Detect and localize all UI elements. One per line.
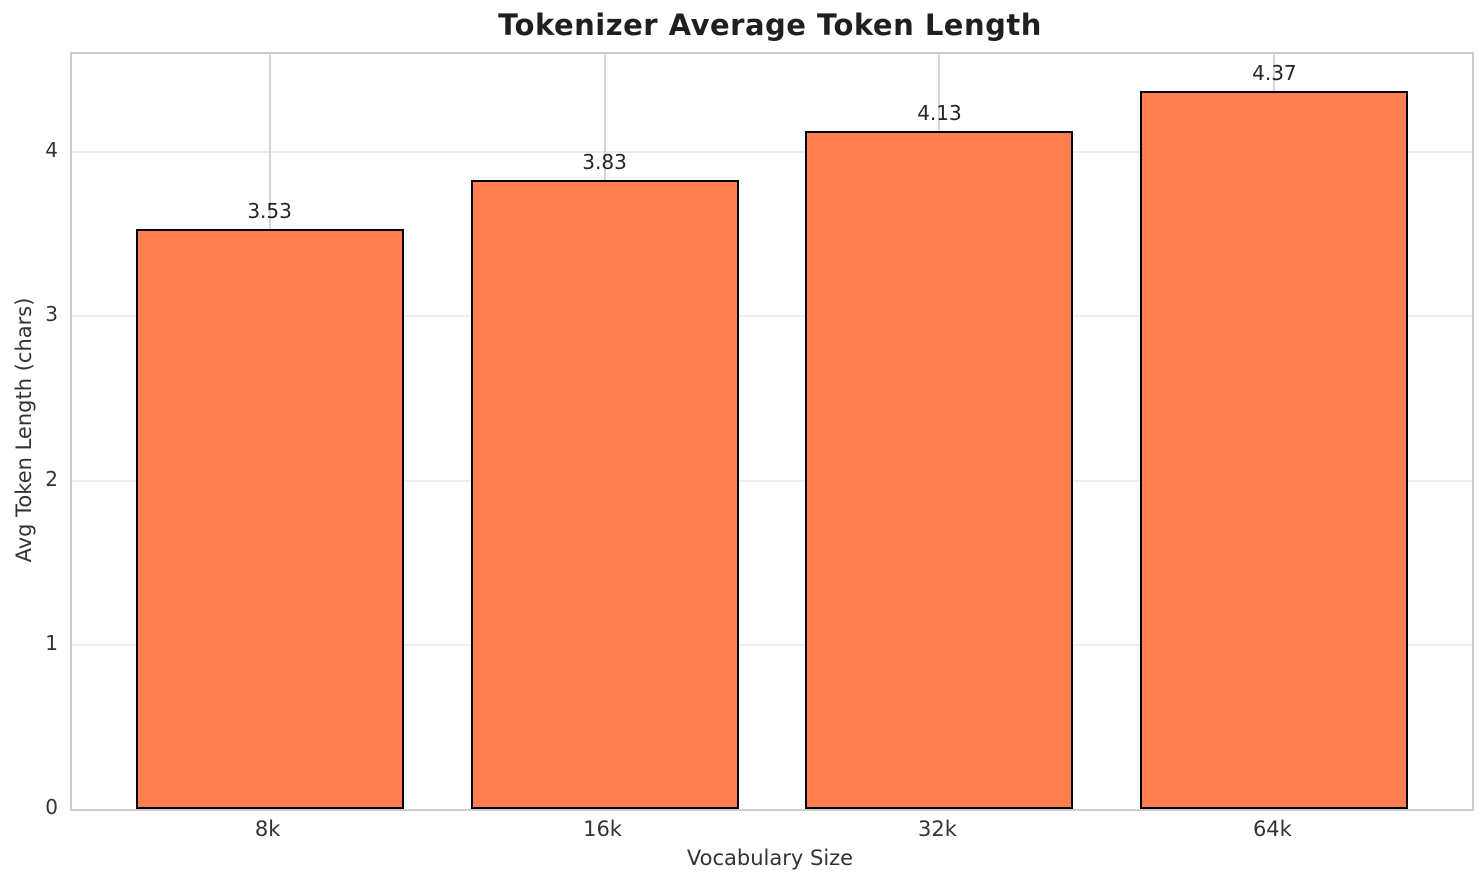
- y-axis-label: Avg Token Length (chars): [12, 297, 36, 563]
- bar-value-label-8k: 3.53: [247, 199, 292, 224]
- x-tick-label-16k: 16k: [583, 817, 622, 841]
- y-tick-label-3: 3: [45, 302, 58, 327]
- plot-area: 3.53 3.83 4.13 4.37: [70, 52, 1474, 811]
- y-tick-label-4: 4: [45, 138, 58, 163]
- chart-title: Tokenizer Average Token Length: [498, 8, 1042, 42]
- y-tick-label-0: 0: [45, 795, 58, 819]
- y-tick-label-1: 1: [45, 630, 58, 655]
- bar-value-label-32k: 4.13: [917, 100, 962, 125]
- h-gridline-4: [72, 151, 1472, 154]
- x-tick-label-64k: 64k: [1252, 817, 1292, 841]
- x-axis-label: Vocabulary Size: [686, 846, 854, 870]
- bar-8k: [135, 229, 404, 809]
- bar-value-label-64k: 4.37: [1252, 61, 1297, 86]
- y-tick-label-2: 2: [45, 466, 58, 491]
- bar-value-label-16k: 3.83: [582, 149, 627, 174]
- bar-64k: [1140, 91, 1409, 809]
- h-gridline-1: [72, 643, 1472, 646]
- x-tick-label-32k: 32k: [918, 817, 957, 841]
- bar-32k: [805, 130, 1074, 809]
- bar-16k: [470, 179, 739, 809]
- h-gridline-3: [72, 315, 1472, 318]
- h-gridline-2: [72, 479, 1472, 482]
- x-tick-label-8k: 8k: [254, 817, 281, 841]
